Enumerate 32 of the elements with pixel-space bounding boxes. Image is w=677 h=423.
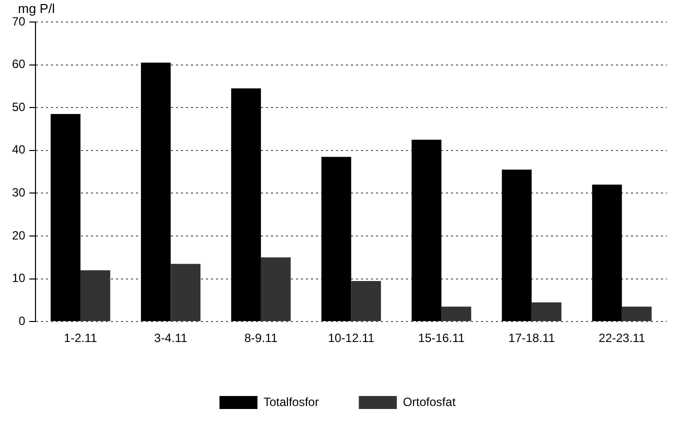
bar xyxy=(321,156,352,322)
bar xyxy=(260,257,291,322)
x-tick-label: 17-18.11 xyxy=(508,331,556,346)
y-tick-label: 50 xyxy=(12,100,26,114)
x-tick-label: 8-9.11 xyxy=(244,331,278,346)
y-tick-label: 30 xyxy=(12,186,26,200)
y-tick-label: 0 xyxy=(18,314,26,328)
bar xyxy=(441,306,472,322)
x-tick-label: 22-23.11 xyxy=(598,331,646,346)
bar xyxy=(80,270,110,322)
y-axis-title: mg P/l xyxy=(18,1,55,16)
y-tick-label: 70 xyxy=(12,14,26,28)
bar xyxy=(140,62,171,322)
bar xyxy=(502,170,532,322)
x-tick-label: 1-2.11 xyxy=(64,331,98,346)
bar xyxy=(532,302,562,322)
y-tick-label: 10 xyxy=(12,271,26,286)
x-tick-label: 10-12.11 xyxy=(328,331,375,346)
y-tick-label: 20 xyxy=(12,228,26,242)
legend-label: Ortofosfat xyxy=(402,394,456,409)
x-tick-label: 3-4.11 xyxy=(154,331,188,346)
bar xyxy=(50,114,80,322)
bar xyxy=(170,264,200,322)
bar xyxy=(351,280,381,322)
bar xyxy=(231,88,261,322)
x-tick-label: 15-16.11 xyxy=(418,331,465,346)
y-tick-label: 60 xyxy=(12,57,26,72)
bar xyxy=(622,306,652,322)
legend-label: Totalfosfor xyxy=(263,394,319,409)
bar xyxy=(592,184,622,322)
y-tick-label: 40 xyxy=(12,142,26,157)
bar xyxy=(412,140,442,322)
